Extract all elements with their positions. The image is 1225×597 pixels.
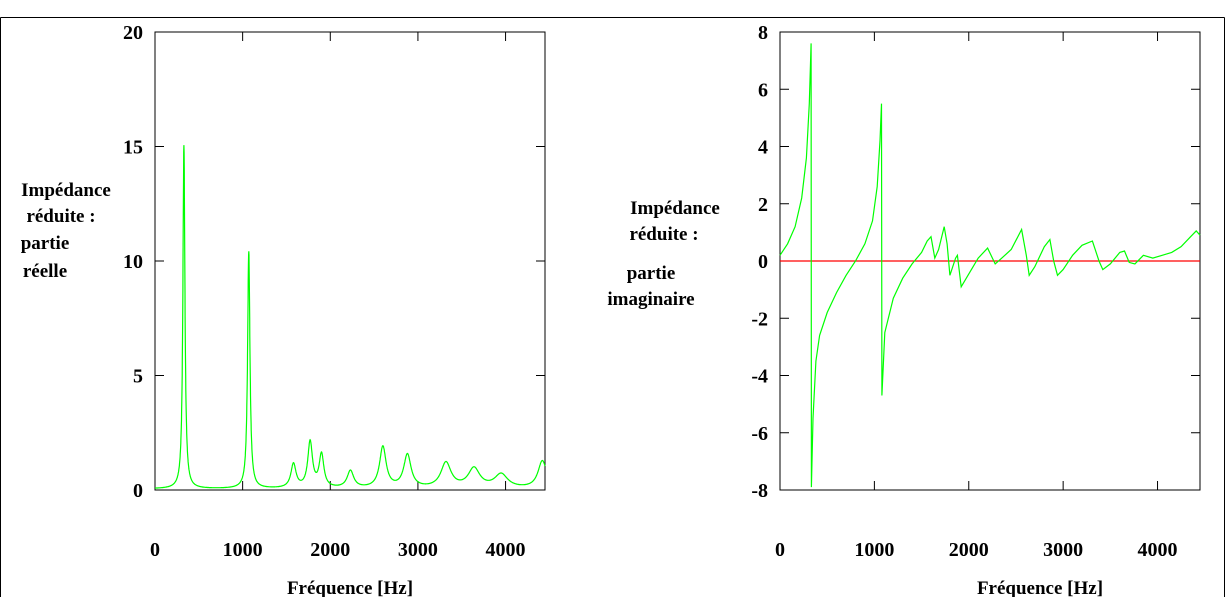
right-ylabel-line4: imaginaire — [607, 289, 694, 310]
left-ytick-label: 20 — [123, 22, 143, 44]
right-ylabel-line1: Impédance — [630, 198, 720, 219]
left-ylabel-line4: réelle — [23, 261, 67, 282]
left-ylabel-line3: partie — [21, 233, 70, 254]
right-ylabel-line3: partie — [627, 263, 676, 284]
left-ytick-label: 10 — [123, 251, 143, 273]
right-ytick-label: 0 — [758, 251, 768, 273]
chart-left: Impédance réduite : partie réelle Fréque… — [21, 180, 413, 597]
chart-right: Impédance réduite : partie imaginaire Fr… — [607, 198, 1103, 597]
right-ytick-label: -8 — [751, 480, 768, 502]
right-ytick-label: 8 — [758, 22, 768, 44]
left-ylabel-line2: réduite : — [26, 206, 95, 227]
left-plot-frame — [154, 31, 546, 491]
left-ytick-label: 5 — [133, 366, 143, 388]
right-xtick-label: 4000 — [1138, 539, 1178, 561]
right-ytick-label: -4 — [751, 366, 768, 388]
right-ytick-label: 2 — [758, 194, 768, 216]
right-ytick-label: 6 — [758, 79, 768, 101]
right-xtick-label: 3000 — [1043, 539, 1083, 561]
left-xtick-label: 1000 — [223, 539, 263, 561]
right-xlabel: Fréquence [Hz] — [977, 578, 1103, 597]
chart-left-plot: 0 5 10 15 20 0 1000 2000 3000 4000 — [123, 22, 546, 561]
right-xtick-label: 1000 — [854, 539, 894, 561]
left-xtick-label: 2000 — [310, 539, 350, 561]
left-xtick-label: 4000 — [486, 539, 526, 561]
right-ytick-label: 4 — [758, 137, 768, 159]
left-xtick-label: 0 — [150, 539, 160, 561]
right-ytick-label: -6 — [751, 423, 768, 445]
right-xtick-label: 2000 — [949, 539, 989, 561]
left-ylabel-line1: Impédance — [21, 180, 111, 201]
right-xtick-label: 0 — [775, 539, 785, 561]
left-series-line — [155, 145, 546, 489]
left-ytick-label: 15 — [123, 137, 143, 159]
right-ytick-label: -2 — [751, 308, 768, 330]
right-series-line — [779, 43, 1201, 488]
left-ytick-label: 0 — [133, 480, 143, 502]
left-xtick-label: 3000 — [398, 539, 438, 561]
chart-right-plot: -8 -6 -4 -2 0 2 4 6 8 0 1000 2000 3000 4000 — [751, 22, 1201, 561]
right-ylabel-line2: réduite : — [629, 224, 698, 245]
left-xlabel: Fréquence [Hz] — [287, 578, 413, 597]
